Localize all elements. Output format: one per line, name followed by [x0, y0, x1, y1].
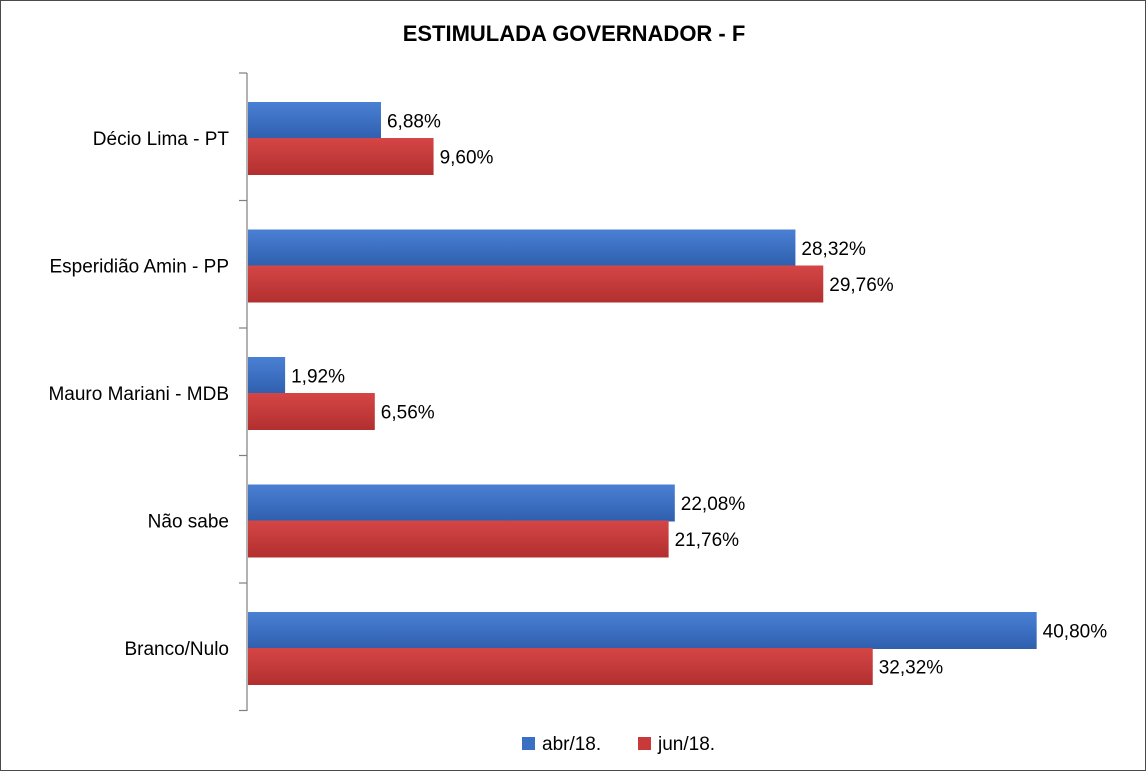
category-label: Branco/Nulo [124, 639, 229, 660]
data-label: 28,32% [801, 239, 866, 260]
bar-abr [248, 612, 1037, 649]
category-label: Não sabe [148, 512, 229, 533]
plot-area: Décio Lima - PT 6,88% 9,60% Esperidião Amin… [48, 72, 1108, 712]
legend-label: jun/18. [657, 734, 715, 755]
category-label: Mauro Mariani - MDB [48, 384, 229, 405]
data-label: 1,92% [291, 367, 345, 388]
legend: abr/18. jun/18. [522, 734, 715, 755]
bar-abr [248, 229, 796, 267]
bar-abr [248, 357, 286, 394]
category-label: Esperidião Amin - PP [49, 257, 229, 278]
bar-abr [248, 484, 675, 522]
legend-swatch [638, 737, 651, 750]
legend-label: abr/18. [542, 734, 601, 755]
data-label: 6,88% [387, 112, 441, 133]
category-label: Décio Lima - PT [93, 129, 230, 150]
data-label: 21,76% [675, 530, 740, 551]
bar-jun [248, 393, 375, 430]
bar-jun [248, 520, 669, 558]
bar-jun [248, 648, 873, 685]
bar-abr [248, 102, 381, 139]
data-label: 29,76% [829, 275, 894, 296]
data-label: 22,08% [681, 494, 746, 515]
chart-title: ESTIMULADA GOVERNADOR - F [403, 21, 746, 46]
legend-swatch [522, 737, 535, 750]
data-label: 40,80% [1043, 622, 1108, 643]
bar-jun [248, 265, 824, 303]
data-label: 6,56% [381, 403, 435, 424]
data-label: 32,32% [879, 658, 944, 679]
bar-jun [248, 138, 434, 175]
data-label: 9,60% [440, 148, 494, 169]
